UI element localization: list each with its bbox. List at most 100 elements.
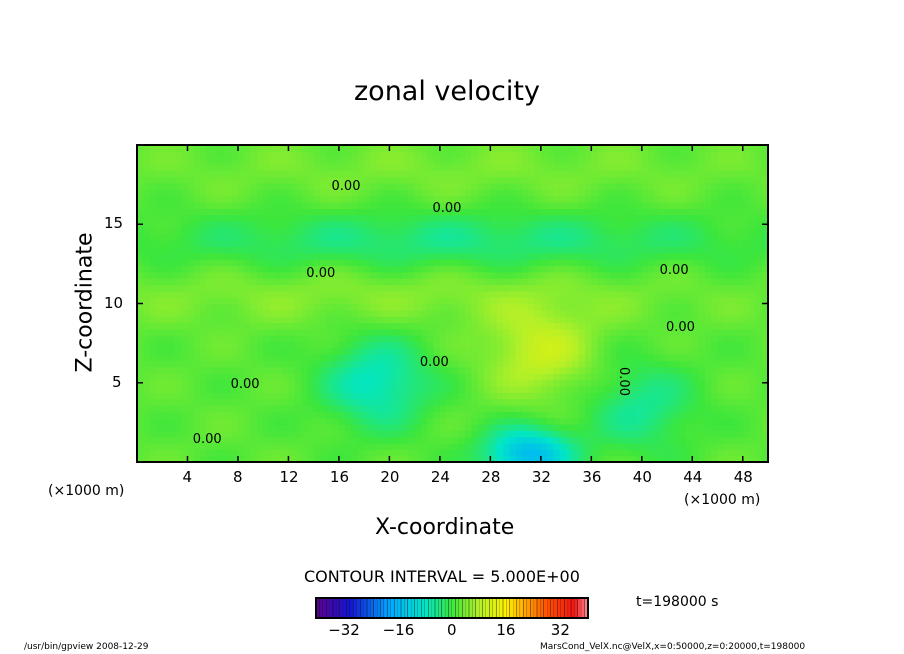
heatmap-cell xyxy=(244,145,252,152)
heatmap-cell xyxy=(414,335,422,343)
heatmap-cell xyxy=(244,227,252,235)
heatmap-cell xyxy=(326,373,334,381)
heatmap-cell xyxy=(174,347,182,355)
heatmap-cell xyxy=(155,278,163,286)
heatmap-cell xyxy=(698,442,706,450)
heatmap-cell xyxy=(420,436,428,444)
heatmap-cell xyxy=(364,398,372,406)
heatmap-cell xyxy=(730,417,738,425)
heatmap-cell xyxy=(622,398,630,406)
heatmap-cell xyxy=(591,221,599,229)
heatmap-cell xyxy=(307,176,315,184)
heatmap-cell xyxy=(206,151,214,159)
heatmap-cell xyxy=(641,379,649,387)
heatmap-cell xyxy=(547,189,555,197)
heatmap-cell xyxy=(616,151,624,159)
heatmap-cell xyxy=(534,297,542,305)
heatmap-cell xyxy=(383,328,390,336)
heatmap-cell xyxy=(540,385,548,393)
heatmap-cell xyxy=(345,322,353,330)
heatmap-cell xyxy=(742,411,750,419)
heatmap-cell xyxy=(711,252,719,260)
heatmap-cell xyxy=(414,303,422,311)
heatmap-cell xyxy=(540,373,548,381)
heatmap-cell xyxy=(667,309,674,317)
heatmap-cell xyxy=(206,183,214,190)
heatmap-cell xyxy=(370,189,378,197)
heatmap-cell xyxy=(458,335,466,343)
heatmap-cell xyxy=(256,297,264,305)
heatmap-cell xyxy=(402,271,409,279)
heatmap-cell xyxy=(231,366,239,374)
heatmap-cell xyxy=(414,379,422,387)
heatmap-cell xyxy=(723,322,731,330)
heatmap-cell xyxy=(301,411,308,419)
heatmap-cell xyxy=(585,385,592,393)
heatmap-cell xyxy=(395,240,403,248)
heatmap-cell xyxy=(250,265,258,273)
heatmap-cell xyxy=(749,189,756,197)
heatmap-cell xyxy=(256,157,264,165)
heatmap-cell xyxy=(641,430,649,438)
heatmap-cell xyxy=(761,303,769,311)
heatmap-cell xyxy=(534,430,542,438)
heatmap-cell xyxy=(610,246,618,254)
heatmap-cell xyxy=(408,246,416,254)
heatmap-cell xyxy=(742,354,750,362)
heatmap-cell xyxy=(496,335,504,343)
heatmap-cell xyxy=(496,398,504,406)
heatmap-cell xyxy=(193,208,201,216)
heatmap-cell xyxy=(509,360,517,368)
heatmap-cell xyxy=(755,259,763,267)
heatmap-cell xyxy=(364,195,372,203)
heatmap-cell xyxy=(730,221,738,229)
heatmap-cell xyxy=(402,195,409,203)
heatmap-cell xyxy=(585,208,592,216)
heatmap-cell xyxy=(313,303,321,311)
heatmap-cell xyxy=(704,240,712,248)
heatmap-cell xyxy=(730,271,738,279)
heatmap-cell xyxy=(761,227,769,235)
heatmap-cell xyxy=(433,284,441,292)
heatmap-cell xyxy=(465,278,473,286)
heatmap-cell xyxy=(641,208,649,216)
heatmap-cell xyxy=(761,366,769,374)
heatmap-cell xyxy=(559,252,567,260)
heatmap-cell xyxy=(629,297,637,305)
heatmap-cell xyxy=(420,449,428,457)
heatmap-cell xyxy=(704,208,712,216)
heatmap-cell xyxy=(155,449,163,457)
heatmap-cell xyxy=(200,227,208,235)
heatmap-cell xyxy=(622,170,630,178)
heatmap-cell xyxy=(219,157,226,165)
heatmap-cell xyxy=(402,233,409,241)
heatmap-cell xyxy=(730,398,738,406)
heatmap-cell xyxy=(237,265,245,273)
heatmap-cell xyxy=(389,290,397,298)
heatmap-cell xyxy=(402,284,409,292)
heatmap-cell xyxy=(345,417,353,425)
heatmap-cell xyxy=(610,430,618,438)
heatmap-cell xyxy=(591,430,599,438)
heatmap-cell xyxy=(408,354,416,362)
heatmap-cell xyxy=(319,265,327,273)
heatmap-cell xyxy=(307,328,315,336)
heatmap-cell xyxy=(616,202,624,209)
heatmap-cell xyxy=(547,278,555,286)
heatmap-cell xyxy=(181,398,189,406)
heatmap-cell xyxy=(427,309,435,317)
heatmap-cell xyxy=(275,176,283,184)
heatmap-cell xyxy=(509,335,517,343)
heatmap-cell xyxy=(307,227,315,235)
heatmap-cell xyxy=(458,227,466,235)
heatmap-cell xyxy=(137,145,144,152)
heatmap-cell xyxy=(641,354,649,362)
heatmap-cell xyxy=(319,151,327,159)
heatmap-cell xyxy=(414,259,422,267)
heatmap-cell xyxy=(742,151,750,159)
heatmap-cell xyxy=(578,195,586,203)
heatmap-cell xyxy=(338,189,346,197)
heatmap-cell xyxy=(364,202,372,209)
heatmap-cell xyxy=(629,246,637,254)
